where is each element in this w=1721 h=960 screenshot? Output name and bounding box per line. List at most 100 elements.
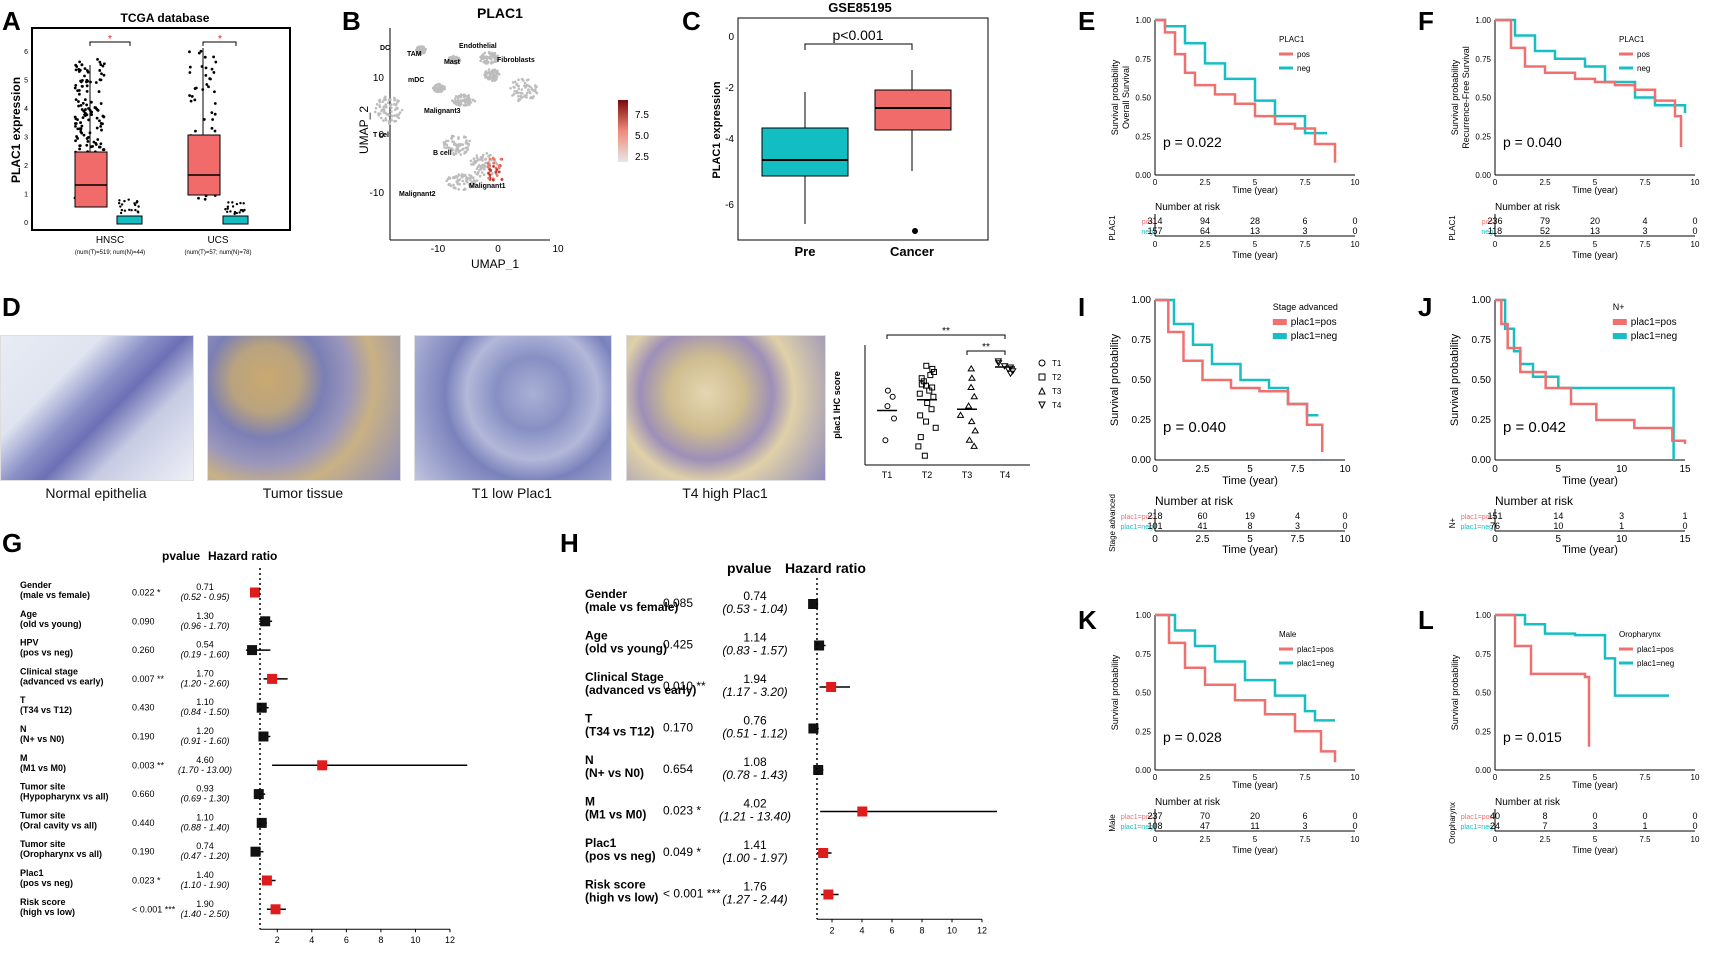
b-cell	[456, 98, 460, 102]
surv-ytick: 0.00	[1472, 455, 1492, 466]
b-cell	[513, 80, 517, 84]
a-point	[194, 129, 197, 133]
forest-axis-label: 8	[378, 935, 383, 945]
a-point	[213, 129, 217, 133]
b-cell	[493, 55, 497, 58]
b-cell	[378, 112, 382, 115]
a-point	[120, 203, 124, 206]
a-point	[78, 68, 82, 72]
a-point	[210, 111, 214, 114]
forest-row-ci: (1.17 - 3.20)	[722, 685, 787, 699]
b-cell	[520, 91, 523, 95]
forest-row-sub: (pos vs neg)	[585, 849, 656, 863]
surv-risk-title: Number at risk	[1155, 202, 1221, 213]
surv-risk-count: 0	[1592, 811, 1597, 821]
b-cluster-label: TAM	[407, 51, 422, 58]
forest-axis-label: 6	[344, 935, 349, 945]
b-cluster-label: B cell	[433, 150, 452, 157]
surv-ylabel: Recurrence-Free Survival	[1461, 46, 1471, 149]
forest-row-ci: (0.83 - 1.57)	[722, 644, 787, 658]
b-cell-expr	[497, 166, 501, 170]
forest-axis-label: 8	[919, 925, 924, 935]
d-cat-t1: T1	[882, 470, 893, 480]
a-point	[94, 106, 98, 110]
panel-c-ylabel: PLAC1 expression	[711, 81, 723, 178]
surv-risk-count: 3	[1592, 821, 1597, 831]
b-cell	[459, 101, 462, 105]
panel-label-e: E	[1078, 6, 1096, 36]
b-cell-expr	[492, 164, 495, 168]
b-cell-expr	[497, 170, 501, 174]
d-legend-t4: T4	[1052, 401, 1062, 410]
b-cell	[463, 150, 467, 154]
b-cell	[397, 99, 400, 103]
b-cell-expr	[500, 178, 504, 181]
a-point	[74, 124, 77, 128]
surv-risk-count: 0	[1342, 521, 1347, 531]
forest-row-p: 0.260	[132, 645, 155, 655]
b-cell	[466, 146, 469, 149]
b-cell	[480, 171, 484, 174]
forest-row-name: T	[585, 712, 593, 726]
forest-row-ci: (0.84 - 1.50)	[180, 707, 229, 717]
a-point	[212, 71, 216, 74]
forest-row-sub: (pos vs neg)	[20, 648, 73, 658]
surv-xtick: 2.5	[1539, 773, 1551, 782]
a-point	[79, 121, 82, 124]
a-point	[76, 127, 80, 131]
b-cell	[471, 98, 475, 102]
surv-risk-count: 11	[1250, 821, 1259, 831]
d-ylabel: plac1 IHC score	[832, 371, 842, 439]
surv-risk-strata: pos	[1482, 219, 1494, 226]
surv-risk-count: 4	[1295, 511, 1300, 521]
surv-legend-neg: plac1=neg	[1297, 659, 1334, 668]
d-point	[921, 452, 928, 459]
b-cell	[432, 86, 436, 90]
cbar-tick-1: 5.0	[635, 131, 649, 142]
d-sig-1: **	[942, 326, 950, 337]
surv-risk-strata: plac1=neg	[1460, 524, 1493, 531]
surv-risk-count: 13	[1250, 226, 1260, 236]
surv-risk-xtick: 5	[1593, 240, 1598, 249]
b-xtick-1: 0	[495, 244, 501, 255]
forest-row-sub: (Oropharynx vs all)	[20, 849, 102, 859]
forest-row-hr: 1.41	[743, 838, 767, 852]
forest-row-ci: (0.91 - 1.60)	[180, 736, 229, 746]
b-cell	[397, 113, 401, 116]
surv-risk-xtick: 5	[1253, 240, 1258, 249]
surv-xtick: 10	[1691, 178, 1700, 187]
panel-c-pvalue: p<0.001	[833, 27, 884, 43]
surv-risk-count: 19	[1245, 511, 1255, 521]
a-point	[102, 62, 106, 66]
surv-ytick: 0.50	[1475, 689, 1491, 698]
b-cell	[453, 142, 457, 146]
b-cell	[378, 100, 382, 104]
a-point	[98, 69, 102, 72]
forest-row-ci: (0.88 - 1.40)	[180, 822, 229, 832]
b-cell	[454, 152, 458, 155]
surv-risk-ylabel: PLAC1	[1108, 215, 1117, 241]
surv-risk-count: 7	[1542, 821, 1547, 831]
b-cell	[481, 55, 485, 58]
surv-pvalue: p = 0.042	[1503, 419, 1566, 436]
a-point	[118, 199, 121, 202]
c-cat-pre: Pre	[795, 244, 816, 259]
ucs-note: (num(T)=57; num(N)=78)	[184, 250, 251, 256]
surv-risk-xtick: 7.5	[1639, 835, 1651, 844]
a-point	[229, 210, 232, 213]
panel-a-boxplot: TCGA database PLAC1 expression 0 1 2 3 4 5 6 *…	[9, 11, 291, 256]
d-cat-t3: T3	[962, 470, 973, 480]
surv-risk-xtick: 5	[1247, 534, 1253, 545]
surv-xtick: 2.5	[1199, 773, 1211, 782]
surv-curve-pos	[1155, 18, 1337, 163]
b-cell	[390, 106, 393, 110]
b-cell	[483, 164, 487, 168]
b-cell	[443, 146, 446, 149]
b-cell	[442, 86, 445, 90]
surv-pvalue: p = 0.040	[1503, 134, 1562, 150]
b-cluster-label: Malignant2	[399, 191, 436, 198]
a-point	[117, 201, 121, 205]
b-cell-expr	[486, 162, 490, 165]
a-point	[77, 100, 80, 103]
